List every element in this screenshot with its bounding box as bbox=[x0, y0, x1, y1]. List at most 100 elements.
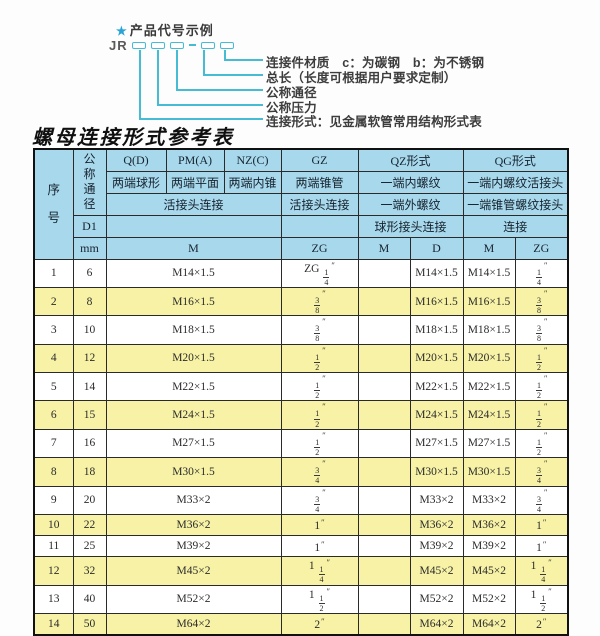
cell-m: M27×1.5 bbox=[105, 428, 282, 459]
cell-m: M36×2 bbox=[105, 513, 282, 537]
cell-qg-m: M36×2 bbox=[462, 513, 516, 537]
cell-seq: 5 bbox=[33, 371, 74, 402]
cell-gz-zg: 3 8 ″ bbox=[280, 286, 359, 317]
header-col-q: Q(D) bbox=[105, 148, 167, 172]
cell-qz-d: M36×2 bbox=[409, 513, 464, 537]
cell-qz-m bbox=[357, 428, 411, 459]
cell-qg-zg: 3 8 ″ bbox=[514, 315, 569, 345]
header-row-desc1: 两端球形 两端平面 两端内锥 两端锥管 一端内螺纹 一端内螺纹活接头 bbox=[34, 170, 569, 194]
code-prefix: JR bbox=[109, 37, 128, 53]
cell-qz-m bbox=[357, 513, 411, 537]
header-q-desc: 两端球形 bbox=[105, 170, 167, 194]
cell-qz-m bbox=[357, 400, 411, 430]
label-material: 连接件材质 c：为碳钢 b：为不锈钢 bbox=[266, 56, 485, 70]
cell-gz-zg: 1 1 2 ″ bbox=[280, 584, 359, 615]
header-qz-m: M bbox=[357, 236, 411, 260]
cell-gz-zg: 1″ bbox=[280, 513, 359, 537]
header-row-d1: D1 球形接头连接 连接 bbox=[34, 214, 569, 238]
cell-gz-zg: 2″ bbox=[280, 612, 359, 636]
cell-gz-zg: 3 4 ″ bbox=[280, 457, 359, 487]
leader-line bbox=[203, 50, 205, 75]
header-m: M bbox=[105, 236, 282, 260]
cell-dn: 14 bbox=[72, 371, 107, 402]
cell-m: M39×2 bbox=[105, 535, 282, 558]
table-row: 4 12 M20×1.5 1 2 ″ M20×1.5 M20×1.5 1 2 ″ bbox=[33, 343, 569, 374]
cell-seq: 7 bbox=[33, 428, 74, 459]
header-col-qg: QG形式 bbox=[462, 148, 569, 172]
cell-qg-m: M52×2 bbox=[462, 584, 516, 615]
cell-qg-zg: 1 2 ″ bbox=[514, 343, 569, 374]
header-qz-desc2: 一端外螺纹 bbox=[357, 192, 464, 216]
cell-qz-m bbox=[357, 584, 411, 615]
header-pm-desc: 两端平面 bbox=[165, 170, 225, 194]
cell-dn: 40 bbox=[72, 584, 107, 615]
header-seq: 序号 bbox=[33, 148, 74, 260]
table-row: 10 22 M36×2 1″ M36×2 M36×2 1″ bbox=[33, 513, 569, 537]
table-row: 1 6 M14×1.5 ZG 1 4 ″ M14×1.5 M14×1.5 1 4 ″ bbox=[33, 258, 569, 288]
header-qg-desc2: 一端锥管螺纹接头 bbox=[462, 192, 569, 216]
cell-m: M14×1.5 bbox=[105, 258, 282, 288]
cell-qz-d: M27×1.5 bbox=[409, 428, 464, 459]
cell-qg-zg: 1″ bbox=[514, 535, 569, 558]
cell-gz-zg: ZG 1 4 ″ bbox=[280, 258, 359, 288]
cell-dn: 18 bbox=[72, 457, 107, 487]
cell-gz-zg: 3 4 ″ bbox=[280, 485, 359, 515]
header-zg: ZG bbox=[280, 236, 359, 260]
cell-qz-d: M22×1.5 bbox=[409, 371, 464, 402]
table-row: 5 14 M22×1.5 1 2 ″ M22×1.5 M22×1.5 1 2 ″ bbox=[33, 371, 569, 402]
cell-qg-zg: 1 2 ″ bbox=[514, 400, 569, 430]
cell-qz-m bbox=[357, 315, 411, 345]
cell-m: M16×1.5 bbox=[105, 286, 282, 317]
cell-seq: 14 bbox=[33, 612, 74, 636]
cell-m: M52×2 bbox=[105, 584, 282, 615]
cell-seq: 13 bbox=[33, 584, 74, 615]
cell-qz-m bbox=[357, 535, 411, 558]
cell-qg-zg: 1 2 ″ bbox=[514, 371, 569, 402]
header-qg-conn: 连接 bbox=[462, 214, 569, 238]
table-row: 14 50 M64×2 2″ M64×2 M64×2 2″ bbox=[33, 612, 569, 636]
cell-m: M45×2 bbox=[105, 556, 282, 586]
cell-qg-m: M14×1.5 bbox=[462, 258, 516, 288]
code-box-5 bbox=[219, 41, 234, 49]
cell-qg-m: M16×1.5 bbox=[462, 286, 516, 317]
cell-qg-m: M45×2 bbox=[462, 556, 516, 586]
cell-qz-m bbox=[357, 612, 411, 636]
cell-qz-d: M18×1.5 bbox=[409, 315, 464, 345]
cell-qz-d: M45×2 bbox=[409, 556, 464, 586]
cell-qg-m: M39×2 bbox=[462, 535, 516, 558]
cell-qz-d: M16×1.5 bbox=[409, 286, 464, 317]
cell-qg-m: M64×2 bbox=[462, 612, 516, 636]
code-dash bbox=[188, 44, 196, 46]
table-body: 1 6 M14×1.5 ZG 1 4 ″ M14×1.5 M14×1.5 1 4 ″ 2 8 M16×1.… bbox=[33, 258, 569, 636]
cell-seq: 2 bbox=[33, 286, 74, 317]
cell-qg-zg: 2″ bbox=[514, 612, 569, 636]
header-qz-d: D bbox=[409, 236, 464, 260]
header-qz-desc1: 一端内螺纹 bbox=[357, 170, 464, 194]
cell-qg-m: M24×1.5 bbox=[462, 400, 516, 430]
cell-gz-zg: 1 2 ″ bbox=[280, 428, 359, 459]
table-row: 3 10 M18×1.5 3 8 ″ M18×1.5 M18×1.5 3 8 ″ bbox=[33, 315, 569, 345]
cell-gz-zg: 1 1 4 ″ bbox=[280, 556, 359, 586]
cell-qz-m bbox=[357, 286, 411, 317]
cell-dn: 32 bbox=[72, 556, 107, 586]
table-row: 9 20 M33×2 3 4 ″ M33×2 M33×2 3 4 ″ bbox=[33, 485, 569, 515]
leader-line bbox=[139, 118, 263, 120]
header-qg-m: M bbox=[462, 236, 516, 260]
table-row: 6 15 M24×1.5 1 2 ″ M24×1.5 M24×1.5 1 2 ″ bbox=[33, 400, 569, 430]
diagram-heading-text: 产品代号示例 bbox=[129, 23, 214, 38]
table-title: 螺母连接形式参考表 bbox=[32, 127, 235, 149]
header-col-pm: PM(A) bbox=[165, 148, 225, 172]
cell-m: M22×1.5 bbox=[105, 371, 282, 402]
leader-line bbox=[157, 104, 263, 106]
cell-seq: 12 bbox=[33, 556, 74, 586]
leader-line bbox=[176, 50, 178, 90]
cell-seq: 1 bbox=[33, 258, 74, 288]
cell-dn: 6 bbox=[72, 258, 107, 288]
leader-line bbox=[157, 50, 159, 105]
header-row-forms: 序号 公称通径 Q(D) PM(A) NZ(C) GZ QZ形式 QG形式 bbox=[33, 148, 569, 260]
cell-seq: 11 bbox=[33, 535, 74, 558]
cell-qg-zg: 3 4 ″ bbox=[514, 485, 569, 515]
cell-m: M20×1.5 bbox=[105, 343, 282, 374]
label-nominal-dia: 公称通径 bbox=[266, 86, 317, 100]
table-header: 序号 公称通径 Q(D) PM(A) NZ(C) GZ QZ形式 QG形式 两端… bbox=[33, 148, 569, 260]
